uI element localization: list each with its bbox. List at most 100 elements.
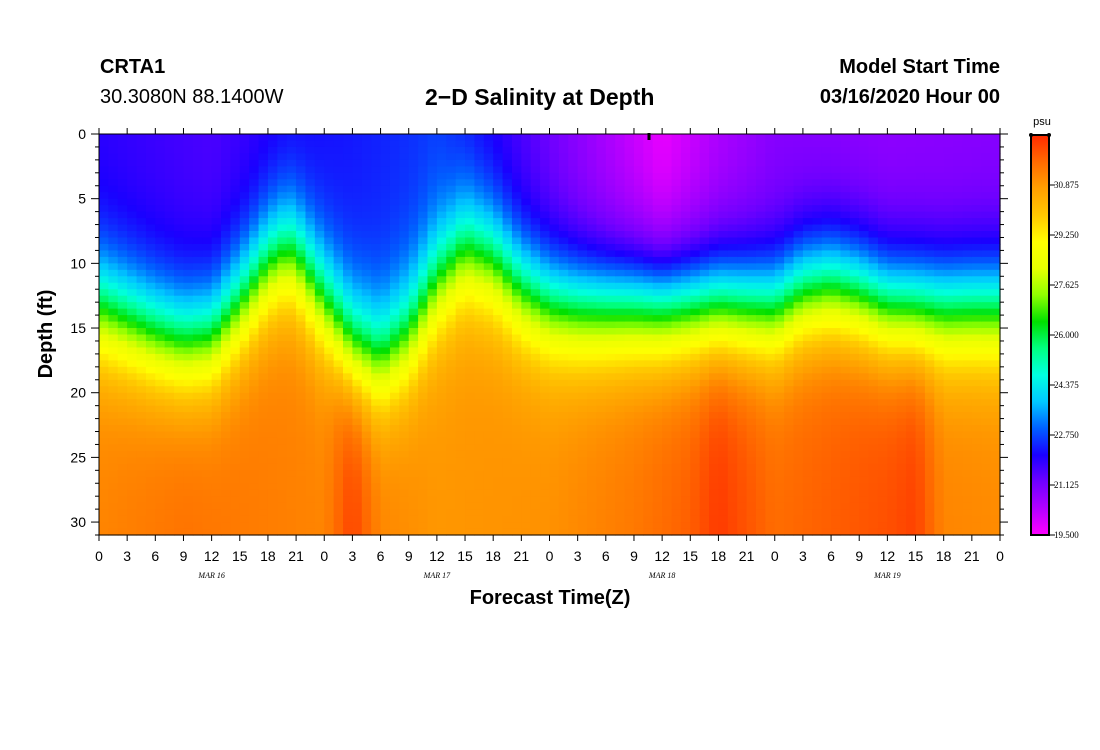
heatmap-cell: [314, 172, 325, 180]
heatmap-cell: [812, 476, 823, 484]
heatmap-cell: [633, 463, 644, 471]
heatmap-cell: [746, 476, 757, 484]
heatmap-cell: [812, 243, 823, 252]
heatmap-cell: [633, 198, 644, 206]
heatmap-cell: [680, 172, 691, 180]
heatmap-cell: [784, 347, 795, 355]
heatmap-cell: [784, 360, 795, 368]
heatmap-cell: [436, 153, 447, 161]
heatmap-cell: [164, 276, 175, 284]
heatmap-cell: [737, 418, 748, 426]
heatmap-cell: [277, 386, 288, 394]
heatmap-cell: [164, 463, 175, 471]
heatmap-cell: [784, 185, 795, 193]
heatmap-cell: [239, 179, 250, 187]
heatmap-cell: [521, 399, 532, 407]
heatmap-cell: [633, 437, 644, 446]
heatmap-cell: [680, 366, 691, 374]
heatmap-cell: [164, 470, 175, 478]
heatmap-cell: [136, 379, 147, 387]
heatmap-cell: [755, 457, 766, 465]
heatmap-cell: [737, 360, 748, 368]
heatmap-cell: [343, 405, 354, 413]
heatmap-cell: [230, 295, 241, 303]
heatmap-cell: [361, 386, 372, 394]
heatmap-cell: [183, 373, 194, 381]
heatmap-cell: [343, 159, 354, 167]
heatmap-cell: [230, 179, 241, 187]
heatmap-cell: [286, 373, 297, 381]
heatmap-cell: [633, 321, 644, 329]
heatmap-cell: [145, 463, 156, 471]
heatmap-cell: [849, 250, 860, 258]
heatmap-cell: [305, 463, 316, 471]
heatmap-cell: [840, 308, 851, 316]
heatmap-cell: [633, 302, 644, 310]
heatmap-cell: [277, 256, 288, 264]
heatmap-cell: [821, 496, 832, 504]
heatmap-cell: [821, 308, 832, 316]
heatmap-cell: [221, 166, 231, 174]
heatmap-cell: [831, 399, 842, 407]
heatmap-cell: [221, 198, 231, 206]
heatmap-cell: [530, 489, 541, 497]
heatmap-cell: [624, 134, 635, 142]
heatmap-cell: [324, 340, 335, 349]
heatmap-cell: [840, 328, 851, 336]
heatmap-cell: [483, 450, 494, 458]
heatmap-cell: [117, 295, 128, 303]
heatmap-cell: [784, 243, 795, 252]
heatmap-cell: [380, 340, 391, 349]
heatmap-cell: [446, 166, 457, 174]
heatmap-cell: [718, 205, 729, 213]
heatmap-cell: [727, 502, 738, 510]
heatmap-cell: [849, 289, 860, 297]
heatmap-cell: [633, 263, 644, 271]
heatmap-cell: [652, 522, 663, 530]
heatmap-cell: [737, 515, 748, 523]
heatmap-cell: [699, 250, 710, 258]
heatmap-cell: [840, 269, 851, 277]
heatmap-cell: [249, 489, 260, 497]
heatmap-cell: [202, 412, 213, 420]
heatmap-cell: [493, 483, 504, 491]
heatmap-cell: [577, 153, 588, 161]
heatmap-cell: [624, 276, 635, 284]
heatmap-cell: [155, 340, 166, 349]
heatmap-cell: [615, 509, 626, 517]
heatmap-cell: [737, 269, 748, 277]
heatmap-cell: [267, 231, 278, 239]
heatmap-cell: [643, 289, 654, 297]
heatmap-cell: [183, 159, 194, 167]
heatmap-cell: [727, 328, 738, 336]
heatmap-cell: [605, 159, 616, 167]
heatmap-cell: [408, 256, 419, 264]
heatmap-cell: [267, 276, 278, 284]
heatmap-cell: [680, 437, 691, 446]
heatmap-cell: [755, 243, 766, 252]
heatmap-cell: [389, 282, 400, 290]
heatmap-cell: [389, 166, 400, 174]
heatmap-cell: [352, 522, 363, 530]
heatmap-cell: [793, 509, 804, 517]
heatmap-cell: [286, 308, 297, 316]
heatmap-cell: [615, 153, 626, 161]
heatmap-cell: [145, 373, 156, 381]
heatmap-cell: [511, 218, 522, 226]
heatmap-cell: [802, 463, 813, 471]
heatmap-cell: [211, 289, 222, 297]
heatmap-cell: [446, 243, 457, 252]
heatmap-cell: [521, 243, 532, 252]
heatmap-cell: [136, 153, 147, 161]
heatmap-cell: [296, 360, 307, 368]
heatmap-cell: [587, 437, 598, 446]
heatmap-cell: [511, 386, 522, 394]
heatmap-cell: [709, 237, 720, 245]
heatmap-cell: [145, 269, 156, 277]
heatmap-cell: [258, 218, 269, 226]
heatmap-cell: [324, 315, 335, 323]
heatmap-cell: [239, 476, 250, 484]
heatmap-cell: [380, 366, 391, 374]
heatmap-cell: [211, 237, 222, 245]
heatmap-cell: [784, 172, 795, 180]
